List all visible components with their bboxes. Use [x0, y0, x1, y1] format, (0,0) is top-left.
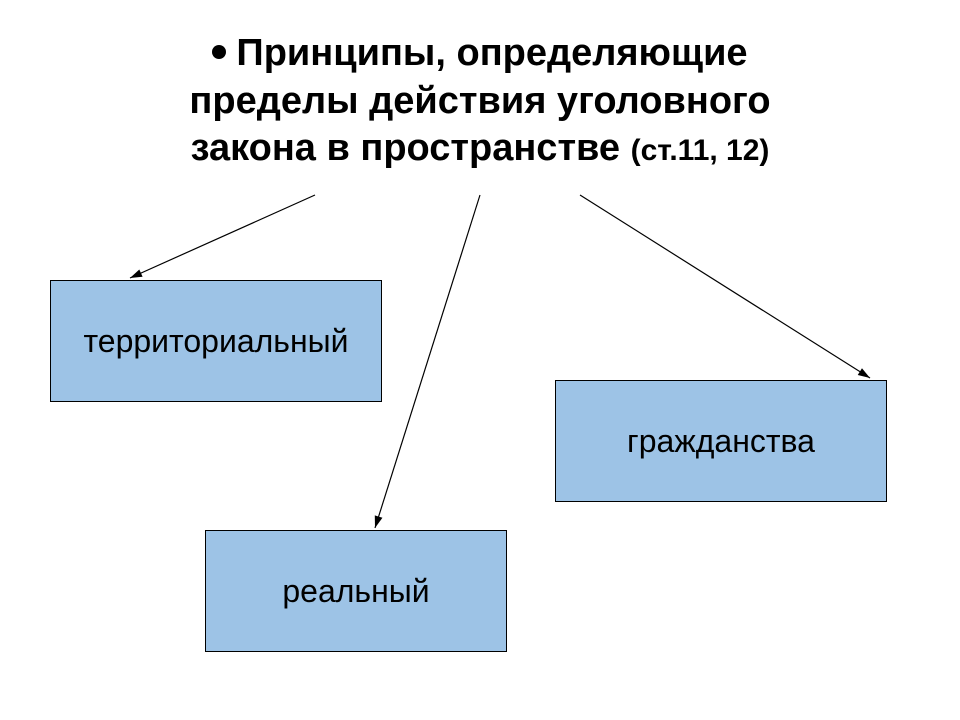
box-real: реальный: [205, 530, 507, 652]
box-real-label: реальный: [282, 573, 429, 610]
box-territorial: территориальный: [50, 280, 382, 402]
bullet-icon: [212, 45, 226, 59]
title-line3-sub: (ст.11, 12): [631, 134, 770, 167]
diagram-title: Принципы, определяющие пределы действия …: [120, 30, 840, 173]
box-citizenship-label: гражданства: [627, 423, 815, 460]
diagram-stage: Принципы, определяющие пределы действия …: [0, 0, 960, 720]
title-line2: пределы действия уголовного: [189, 80, 770, 122]
box-citizenship: гражданства: [555, 380, 887, 502]
title-line3-main: закона в пространстве: [191, 127, 631, 169]
box-territorial-label: территориальный: [83, 323, 348, 360]
title-line1: Принципы, определяющие: [236, 32, 747, 74]
